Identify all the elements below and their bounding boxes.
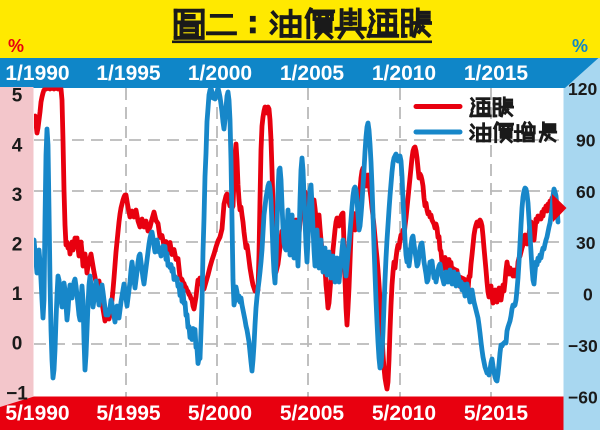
svg-text:1: 1 xyxy=(12,284,23,305)
svg-text:−30: −30 xyxy=(568,336,598,356)
svg-text:2: 2 xyxy=(12,235,23,256)
svg-text:5/1995: 5/1995 xyxy=(96,402,161,425)
svg-text:5/1990: 5/1990 xyxy=(5,402,69,425)
svg-text:30: 30 xyxy=(576,233,596,253)
svg-text:0: 0 xyxy=(12,334,23,355)
svg-text:5/2015: 5/2015 xyxy=(464,402,529,425)
svg-text:3: 3 xyxy=(12,185,23,206)
svg-text:%: % xyxy=(8,36,24,56)
svg-text:120: 120 xyxy=(568,79,597,99)
svg-text:60: 60 xyxy=(576,182,596,202)
svg-text:1/2015: 1/2015 xyxy=(464,62,529,85)
svg-text:1/2000: 1/2000 xyxy=(188,62,252,85)
svg-text:0: 0 xyxy=(583,285,593,305)
svg-text:5/2005: 5/2005 xyxy=(280,402,345,425)
svg-text:−1: −1 xyxy=(6,383,28,404)
svg-text:5/2010: 5/2010 xyxy=(372,402,436,425)
svg-text:5: 5 xyxy=(12,86,23,107)
svg-text:90: 90 xyxy=(576,130,596,150)
svg-text:1/2005: 1/2005 xyxy=(280,62,345,85)
svg-text:1/2010: 1/2010 xyxy=(372,62,436,85)
svg-text:1/1990: 1/1990 xyxy=(5,62,69,85)
svg-text:4: 4 xyxy=(12,135,23,156)
svg-text:1/1995: 1/1995 xyxy=(96,62,161,85)
svg-text:5/2000: 5/2000 xyxy=(188,402,252,425)
svg-text:−60: −60 xyxy=(568,387,598,407)
svg-text:%: % xyxy=(572,36,588,56)
